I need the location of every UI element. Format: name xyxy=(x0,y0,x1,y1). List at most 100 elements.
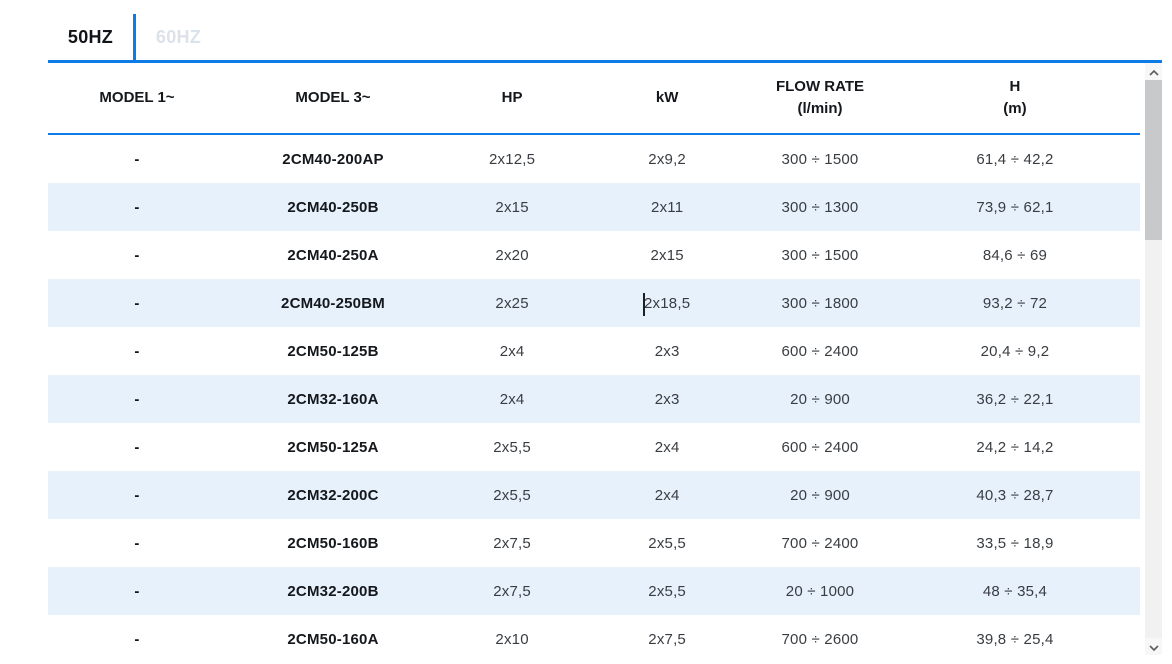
cell-kw: 2x4 xyxy=(654,486,680,504)
pump-table: MODEL 1~ MODEL 3~ HP kW FLOW RATE (l/min… xyxy=(48,63,1140,663)
cell-hp: 2x4 xyxy=(499,390,525,408)
tab-50hz[interactable]: 50HZ xyxy=(67,26,114,47)
table-header-row: MODEL 1~ MODEL 3~ HP kW FLOW RATE (l/min… xyxy=(48,63,1140,135)
cell-flow-rate: 300 ÷ 1300 xyxy=(781,198,859,216)
accent-divider xyxy=(48,60,1162,63)
cell-model-1ph: - xyxy=(134,486,140,504)
cell-model-3ph: 2CM50-125B xyxy=(287,342,379,360)
pump-table-viewport: MODEL 1~ MODEL 3~ HP kW FLOW RATE (l/min… xyxy=(48,63,1140,664)
cell-hp: 2x20 xyxy=(495,246,529,264)
table-row: - 2CM50-125A 2x5,5 2x4 600 ÷ 2400 24,2 ÷… xyxy=(48,423,1140,471)
vertical-scrollbar[interactable] xyxy=(1145,63,1162,655)
cell-head: 33,5 ÷ 18,9 xyxy=(976,534,1054,552)
cell-model-1ph: - xyxy=(134,342,140,360)
cell-kw: 2x18,5 xyxy=(644,294,691,312)
cell-hp: 2x15 xyxy=(495,198,529,216)
column-header-head: H (m) xyxy=(889,63,1140,135)
cell-flow-rate: 300 ÷ 1800 xyxy=(781,294,859,312)
cell-hp: 2x10 xyxy=(495,630,529,648)
cell-model-1ph: - xyxy=(134,246,140,264)
cell-model-1ph: - xyxy=(134,582,140,600)
column-header-model-1ph: MODEL 1~ xyxy=(48,63,226,135)
cell-model-1ph: - xyxy=(134,630,140,648)
cell-head: 48 ÷ 35,4 xyxy=(982,582,1048,600)
column-header-flow-rate-label: FLOW RATE xyxy=(775,78,865,96)
tab-60hz[interactable]: 60HZ xyxy=(133,14,221,60)
cell-head: 40,3 ÷ 28,7 xyxy=(976,486,1054,504)
table-row: - 2CM32-200B 2x7,5 2x5,5 20 ÷ 1000 48 ÷ … xyxy=(48,567,1140,615)
cell-kw: 2x3 xyxy=(654,342,680,360)
cell-model-3ph: 2CM32-200B xyxy=(287,582,379,600)
cell-model-3ph: 2CM40-250B xyxy=(287,198,379,216)
column-header-kw: kW xyxy=(584,63,751,135)
cell-model-1ph: - xyxy=(134,150,140,168)
cell-head: 20,4 ÷ 9,2 xyxy=(980,342,1050,360)
scroll-down-button[interactable] xyxy=(1145,638,1162,655)
cell-hp: 2x7,5 xyxy=(493,534,531,552)
cell-model-3ph: 2CM50-125A xyxy=(287,438,379,456)
column-header-head-label: H xyxy=(1009,78,1021,96)
table-row: - 2CM32-160A 2x4 2x3 20 ÷ 900 36,2 ÷ 22,… xyxy=(48,375,1140,423)
cell-head: 61,4 ÷ 42,2 xyxy=(976,150,1054,168)
cell-hp: 2x7,5 xyxy=(493,582,531,600)
cell-flow-rate: 700 ÷ 2400 xyxy=(781,534,859,552)
cell-model-3ph: 2CM50-160A xyxy=(287,630,379,648)
chevron-down-icon xyxy=(1148,638,1159,656)
cell-flow-rate: 20 ÷ 900 xyxy=(790,390,850,408)
table-row: - 2CM50-160B 2x7,5 2x5,5 700 ÷ 2400 33,5… xyxy=(48,519,1140,567)
cell-model-3ph: 2CM50-160B xyxy=(287,534,379,552)
cell-head: 24,2 ÷ 14,2 xyxy=(976,438,1054,456)
column-header-model-3ph: MODEL 3~ xyxy=(225,63,441,135)
cell-head: 39,8 ÷ 25,4 xyxy=(976,630,1054,648)
cell-head: 84,6 ÷ 69 xyxy=(982,246,1048,264)
cell-kw: 2x15 xyxy=(650,246,684,264)
text-cursor xyxy=(643,293,645,316)
cell-model-1ph: - xyxy=(134,438,140,456)
cell-head: 73,9 ÷ 62,1 xyxy=(976,198,1054,216)
cell-hp: 2x25 xyxy=(495,294,529,312)
scroll-up-button[interactable] xyxy=(1145,63,1162,80)
cell-model-3ph: 2CM32-160A xyxy=(287,390,379,408)
table-row: - 2CM40-250B 2x15 2x11 300 ÷ 1300 73,9 ÷… xyxy=(48,183,1140,231)
cell-flow-rate: 300 ÷ 1500 xyxy=(781,246,859,264)
column-header-hp: HP xyxy=(440,63,585,135)
table-row: - 2CM40-250BM 2x25 2x18,5 300 ÷ 1800 93,… xyxy=(48,279,1140,327)
table-row: - 2CM50-160A 2x10 2x7,5 700 ÷ 2600 39,8 … xyxy=(48,615,1140,663)
cell-kw: 2x5,5 xyxy=(648,582,686,600)
cell-model-1ph: - xyxy=(134,198,140,216)
table-row: - 2CM50-125B 2x4 2x3 600 ÷ 2400 20,4 ÷ 9… xyxy=(48,327,1140,375)
cell-hp: 2x4 xyxy=(499,342,525,360)
cell-flow-rate: 20 ÷ 900 xyxy=(790,486,850,504)
cell-hp: 2x12,5 xyxy=(488,150,536,168)
cell-kw: 2x3 xyxy=(654,390,680,408)
table-body: - 2CM40-200AP 2x12,5 2x9,2 300 ÷ 1500 61… xyxy=(48,134,1140,663)
cell-kw: 2x11 xyxy=(651,198,684,216)
column-header-flow-rate-unit: (l/min) xyxy=(797,100,843,117)
cell-flow-rate: 600 ÷ 2400 xyxy=(781,438,859,456)
column-header-flow-rate: FLOW RATE (l/min) xyxy=(750,63,890,135)
cell-model-1ph: - xyxy=(134,294,140,312)
cell-flow-rate: 700 ÷ 2600 xyxy=(781,630,859,648)
cell-hp: 2x5,5 xyxy=(493,486,531,504)
cell-kw: 2x5,5 xyxy=(648,534,686,552)
cell-model-3ph: 2CM32-200C xyxy=(287,486,379,504)
cell-kw: 2x7,5 xyxy=(648,630,686,648)
cell-hp: 2x5,5 xyxy=(493,438,531,456)
cell-kw: 2x9,2 xyxy=(648,150,686,168)
cell-kw: 2x4 xyxy=(654,438,680,456)
cell-flow-rate: 300 ÷ 1500 xyxy=(781,150,859,168)
scrollbar-thumb[interactable] xyxy=(1145,80,1162,240)
cell-flow-rate: 20 ÷ 1000 xyxy=(785,582,855,600)
cell-head: 93,2 ÷ 72 xyxy=(982,294,1048,312)
cell-model-1ph: - xyxy=(134,390,140,408)
cell-head: 36,2 ÷ 22,1 xyxy=(976,390,1054,408)
cell-model-1ph: - xyxy=(134,534,140,552)
cell-model-3ph: 2CM40-250A xyxy=(287,246,379,264)
column-header-head-unit: (m) xyxy=(1003,100,1027,117)
chevron-up-icon xyxy=(1148,63,1159,81)
table-row: - 2CM40-250A 2x20 2x15 300 ÷ 1500 84,6 ÷… xyxy=(48,231,1140,279)
table-row: - 2CM40-200AP 2x12,5 2x9,2 300 ÷ 1500 61… xyxy=(48,134,1140,183)
frequency-tabs: 50HZ 60HZ xyxy=(48,14,221,60)
cell-flow-rate: 600 ÷ 2400 xyxy=(781,342,859,360)
